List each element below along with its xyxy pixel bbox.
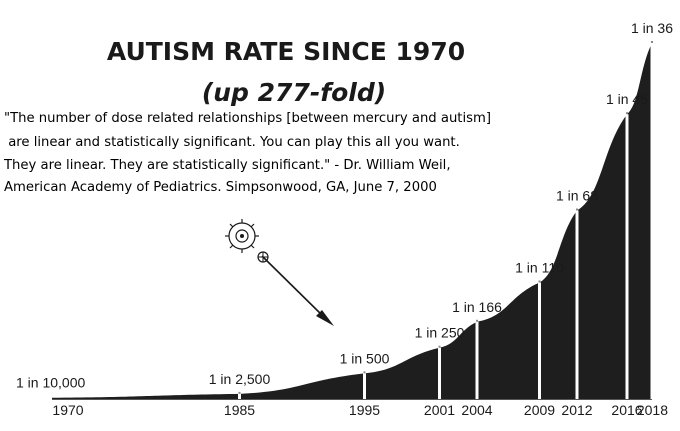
- rate-label-2009: 1 in 110: [515, 259, 564, 275]
- syringe-arrow-icon: [225, 219, 334, 326]
- rate-label-2004: 1 in 166: [452, 299, 502, 315]
- rate-label-2001: 1 in 250: [415, 325, 465, 341]
- rate-label-1985: 1 in 2,500: [209, 371, 271, 387]
- rate-label-2016: 1 in 45: [606, 91, 648, 107]
- x-tick-label-2018: 2018: [637, 402, 668, 418]
- x-tick-label-2016: 2016: [611, 402, 642, 418]
- rate-label-1995: 1 in 500: [340, 350, 390, 366]
- rate-label-1970: 1 in 10,000: [16, 375, 85, 391]
- x-tick-label-2004: 2004: [461, 402, 492, 418]
- x-tick-label-1985: 1985: [224, 402, 255, 418]
- x-tick-label-1995: 1995: [349, 402, 380, 418]
- x-tick-label-2001: 2001: [424, 402, 455, 418]
- rate-label-2018: 1 in 36: [631, 20, 673, 36]
- rate-label-2012: 1 in 68: [556, 188, 598, 204]
- rate-labels: 1 in 10,000 1 in 2,500 1 in 500 1 in 250 1 i…: [16, 20, 673, 391]
- quote-line-4: American Academy of Pediatrics. Simpsonw…: [4, 180, 437, 195]
- chart-title: AUTISM RATE SINCE 1970: [107, 37, 465, 66]
- rate-area: [52, 43, 652, 399]
- chart-subtitle: (up 277-fold): [202, 78, 386, 107]
- x-tick-label-1970: 1970: [52, 402, 83, 418]
- quote-line-1: "The number of dose related relationship…: [4, 111, 491, 126]
- x-tick-label-2009: 2009: [524, 402, 555, 418]
- year-separators: [52, 41, 654, 400]
- x-tick-label-2012: 2012: [561, 402, 592, 418]
- quote-line-2: are linear and statistically significant…: [4, 135, 460, 150]
- quote-line-3: They are linear. They are statistically …: [3, 158, 451, 173]
